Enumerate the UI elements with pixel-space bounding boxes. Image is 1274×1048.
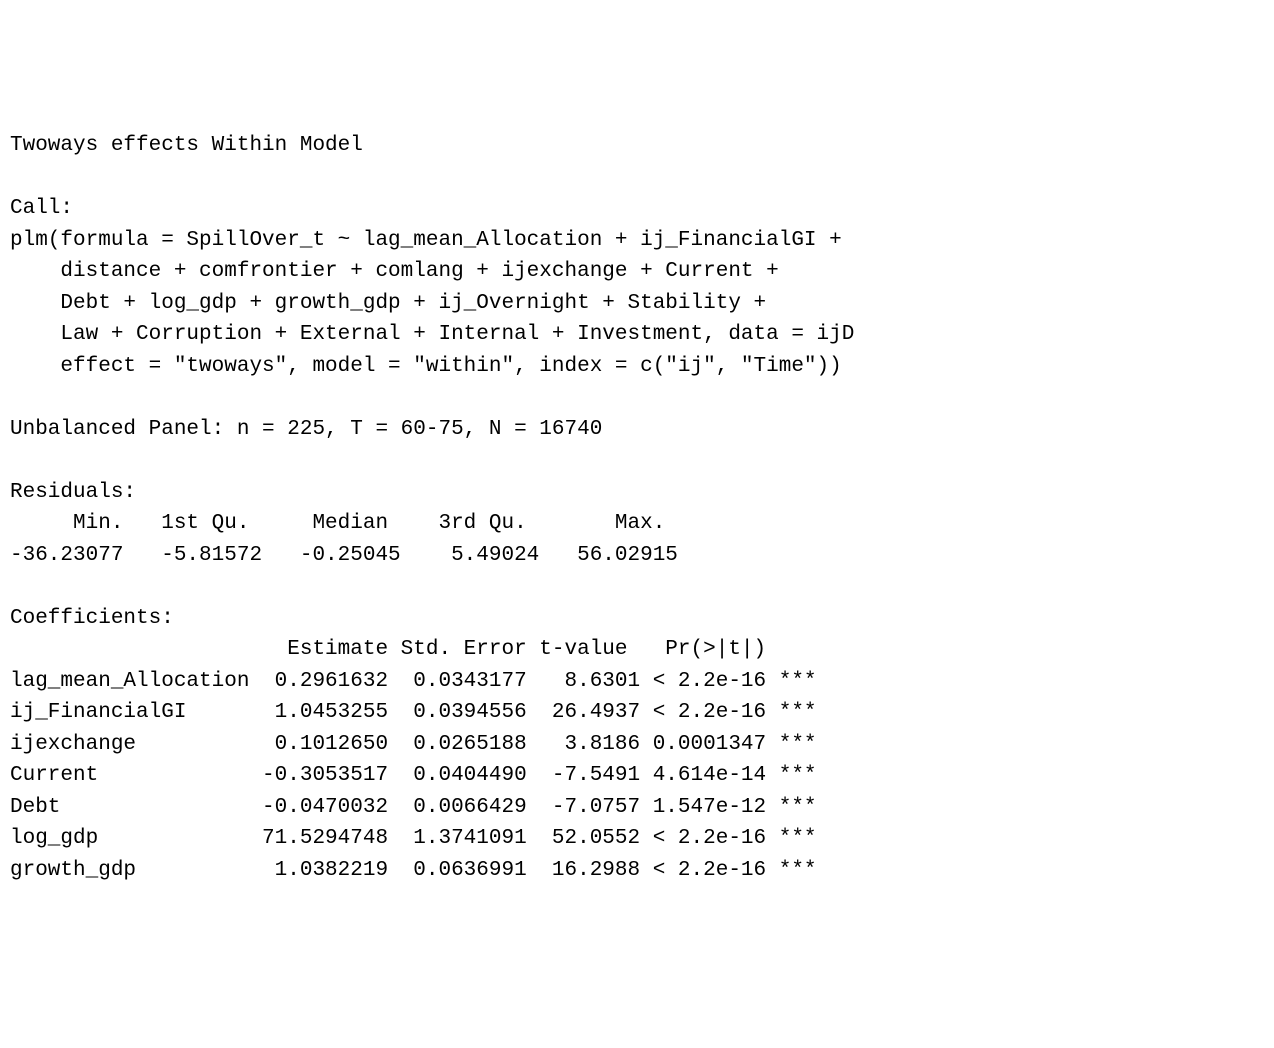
residuals-header: Residuals:: [10, 481, 136, 504]
r-output-block: Twoways effects Within Model Call: plm(f…: [10, 130, 1264, 886]
call-text: plm(formula = SpillOver_t ~ lag_mean_All…: [10, 229, 854, 378]
model-title: Twoways effects Within Model: [10, 134, 363, 157]
panel-info: Unbalanced Panel: n = 225, T = 60-75, N …: [10, 418, 602, 441]
coefficients-table: Estimate Std. Error t-value Pr(>|t|) lag…: [10, 638, 817, 882]
coefficients-header: Coefficients:: [10, 607, 174, 630]
residuals-table: Min. 1st Qu. Median 3rd Qu. Max. -36.230…: [10, 512, 678, 567]
call-header: Call:: [10, 197, 73, 220]
